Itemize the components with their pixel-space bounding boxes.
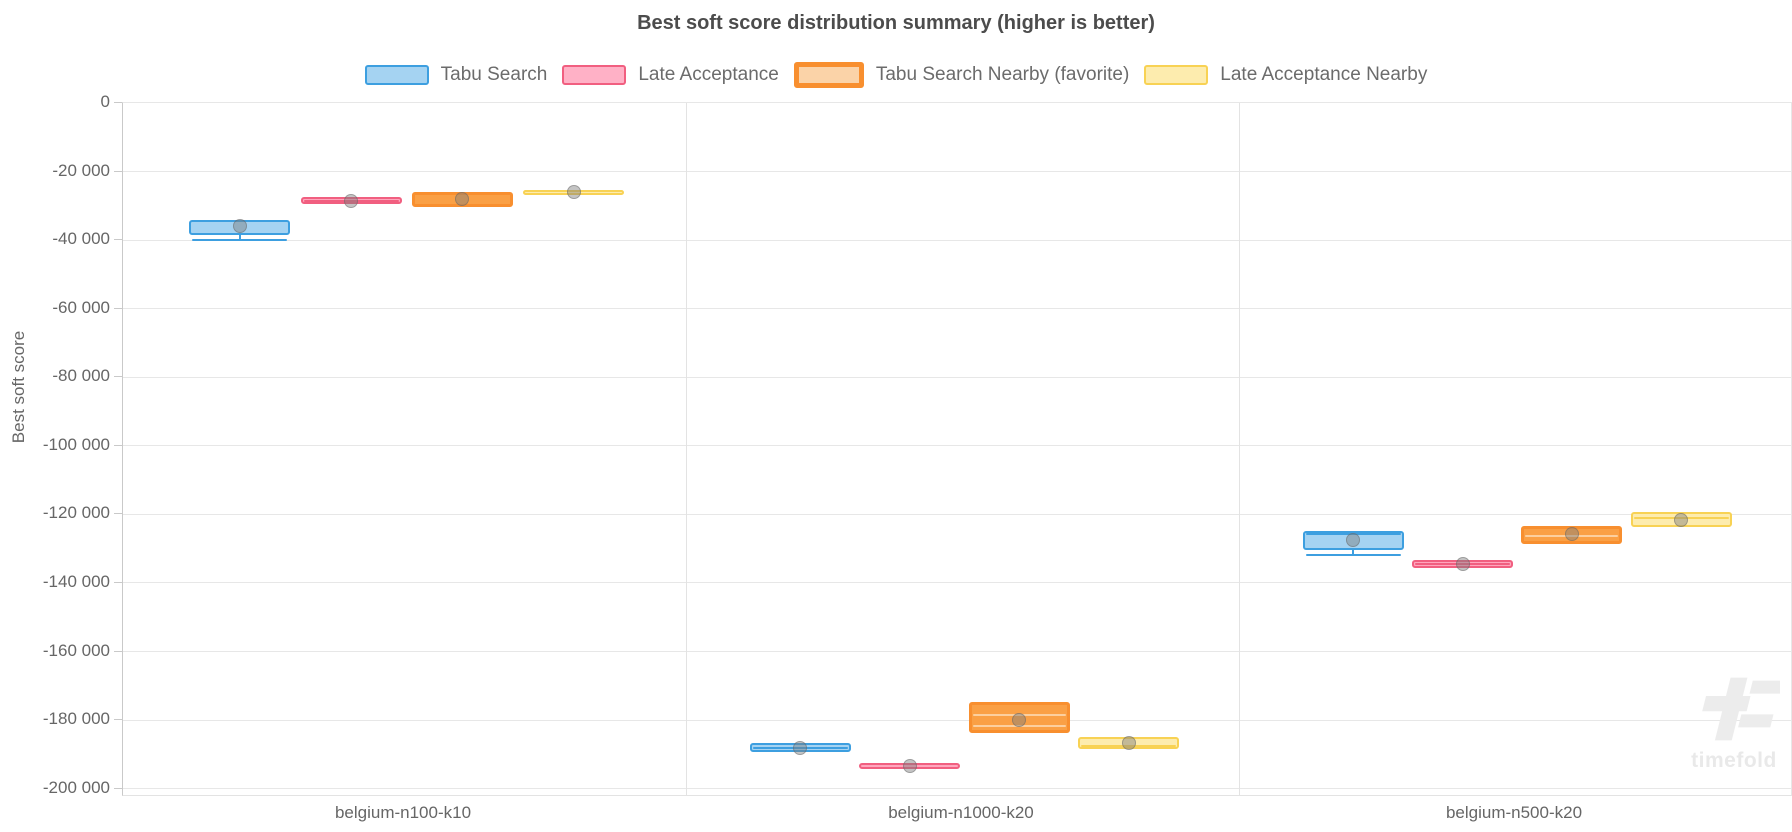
y-tick-label: -40 000 <box>52 229 110 249</box>
mean-dot <box>1564 526 1579 541</box>
y-tick-label: -200 000 <box>42 777 110 797</box>
legend-swatch-tabu-search <box>364 65 429 85</box>
y-axis-tick <box>114 102 122 103</box>
mean-dot <box>1012 712 1027 727</box>
x-axis-label-belgium-n1000-k20: belgium-n1000-k20 <box>888 803 1034 822</box>
grid-line <box>123 308 1791 310</box>
whisker-stem <box>238 235 241 240</box>
y-axis-tick <box>114 170 122 172</box>
mean-dot <box>793 741 808 756</box>
grid-line <box>123 376 1791 378</box>
y-tick-label: -60 000 <box>52 297 110 317</box>
timefold-logo-icon <box>1702 677 1785 741</box>
mean-dot <box>1121 736 1136 751</box>
y-tick-label: -100 000 <box>42 434 110 454</box>
grid-line <box>123 239 1791 241</box>
grid-line <box>123 445 1791 447</box>
mean-dot <box>344 194 358 209</box>
y-axis-tick <box>114 376 122 378</box>
y-axis-tick <box>114 513 122 515</box>
legend-label: Tabu Search <box>440 64 548 85</box>
watermark-text: timefold <box>1691 749 1777 772</box>
grid-line <box>123 171 1791 173</box>
grid-line <box>123 788 1791 790</box>
y-tick-label: -160 000 <box>42 640 110 660</box>
y-tick-label: -20 000 <box>52 160 110 180</box>
y-axis-tick <box>114 787 122 789</box>
x-axis-label-belgium-n500-k20: belgium-n500-k20 <box>1445 803 1583 822</box>
boxplot-tabu-search-nearby-favorite-[interactable] <box>968 701 1070 734</box>
y-axis-tick <box>114 719 122 721</box>
legend-item-tabu-search-nearby[interactable]: Tabu Search Nearby (favorite) <box>793 62 1130 88</box>
mean-dot <box>232 219 247 234</box>
legend-swatch-late-acceptance <box>562 65 627 85</box>
y-axis-title: Best soft score <box>9 330 28 444</box>
legend-item-late-acceptance-nearby[interactable]: Late Acceptance Nearby <box>1144 64 1427 86</box>
grid-line <box>123 719 1791 721</box>
mean-dot <box>902 759 917 774</box>
y-axis-tick <box>114 650 122 652</box>
whisker-stem <box>1352 549 1355 556</box>
mean-dot <box>566 185 581 200</box>
legend-label: Tabu Search Nearby (favorite) <box>875 64 1130 85</box>
legend-item-late-acceptance[interactable]: Late Acceptance <box>562 64 779 86</box>
x-axis-label-belgium-n100-k10: belgium-n100-k10 <box>334 803 472 822</box>
y-tick-label: -80 000 <box>52 366 110 386</box>
y-axis-tick <box>114 581 122 583</box>
grid-line <box>123 651 1791 653</box>
grid-line <box>123 513 1791 515</box>
mean-dot <box>1346 532 1361 547</box>
legend-swatch-late-acceptance-nearby <box>1144 65 1209 85</box>
whisker-cap <box>192 238 288 241</box>
plot-area <box>122 102 1792 796</box>
y-tick-label: 0 <box>100 92 110 111</box>
mean-dot <box>1455 557 1470 572</box>
watermark: timefold <box>1678 676 1790 773</box>
legend-swatch-tabu-search-nearby <box>793 62 864 88</box>
y-tick-label: -140 000 <box>42 571 110 591</box>
panel-separator <box>686 103 687 795</box>
mean-dot <box>1674 513 1689 528</box>
grid-line <box>123 582 1791 584</box>
legend-label: Late Acceptance Nearby <box>1220 64 1428 85</box>
panel-separator <box>1239 103 1240 795</box>
whisker-cap <box>1305 554 1401 557</box>
chart-title: Best soft score distribution summary (hi… <box>637 12 1155 34</box>
y-axis-tick <box>114 307 122 309</box>
legend-label: Late Acceptance <box>638 64 779 85</box>
y-tick-label: -180 000 <box>42 709 110 729</box>
mean-dot <box>455 192 470 207</box>
legend: Tabu Search Late Acceptance Tabu Search … <box>0 62 1792 88</box>
y-axis-tick <box>114 239 122 241</box>
y-axis-tick <box>114 444 122 446</box>
y-tick-label: -120 000 <box>42 503 110 523</box>
legend-item-tabu-search[interactable]: Tabu Search <box>364 64 548 86</box>
